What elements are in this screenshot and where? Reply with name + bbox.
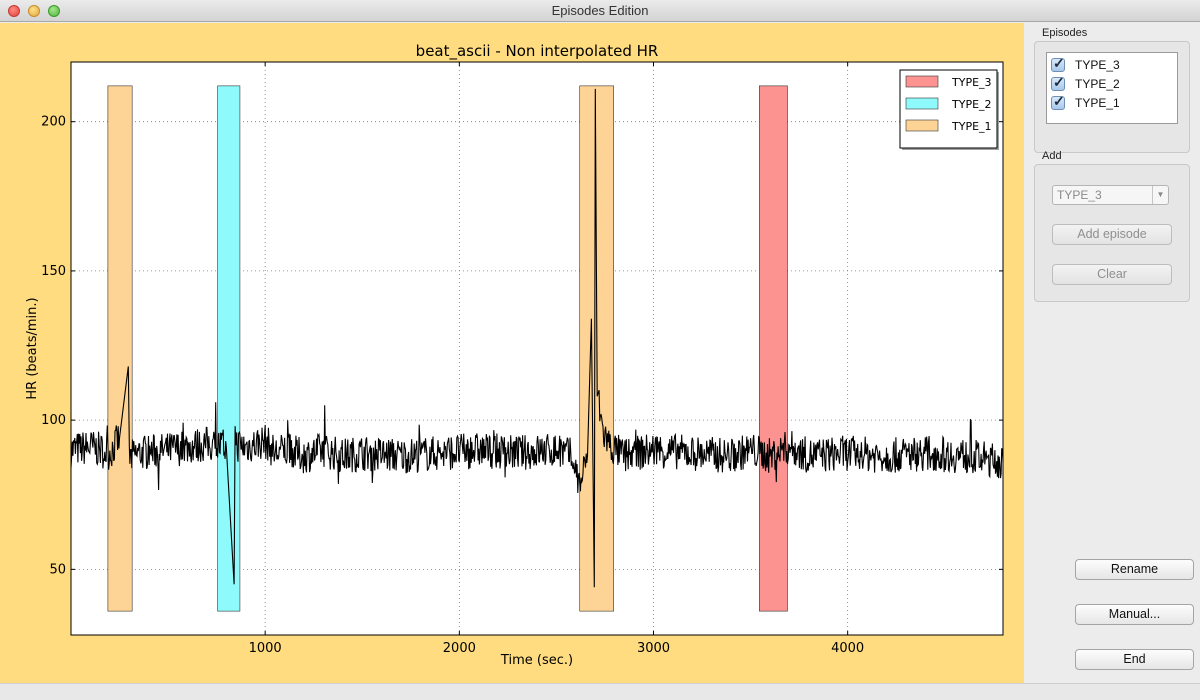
x-axis-label: Time (sec.) <box>500 653 573 668</box>
side-panel: Episodes ✓ TYPE_3 ✓ TYPE_2 ✓ TYPE_1 Add … <box>1024 23 1200 683</box>
add-episode-button[interactable]: Add episode <box>1052 224 1172 245</box>
legend-swatch-type_2 <box>905 97 939 110</box>
y-tick-label: 200 <box>41 115 66 130</box>
legend-label-type_3: TYPE_3 <box>951 76 992 89</box>
episodes-groupbox: ✓ TYPE_3 ✓ TYPE_2 ✓ TYPE_1 <box>1034 41 1190 153</box>
episode-band-type_1 <box>107 85 133 612</box>
episode-item-label: TYPE_1 <box>1075 96 1120 110</box>
episodes-group-label: Episodes <box>1042 27 1088 39</box>
hr-series-line <box>70 88 1004 588</box>
clear-button[interactable]: Clear <box>1052 264 1172 285</box>
legend-swatch-type_3 <box>905 75 939 88</box>
hr-chart[interactable]: 1000 2000 3000 4000 50 100 150 200 beat_ascii - … <box>0 23 1024 683</box>
x-tick-label: 4000 <box>831 641 864 656</box>
plot-background <box>71 62 1003 635</box>
axes-frame <box>70 61 1004 636</box>
episode-band-type_2 <box>217 85 241 612</box>
chevron-down-icon: ▼ <box>1152 186 1168 204</box>
episodes-list[interactable]: ✓ TYPE_3 ✓ TYPE_2 ✓ TYPE_1 <box>1046 52 1178 124</box>
x-tick-label: 2000 <box>443 641 476 656</box>
chart-title: beat_ascii - Non interpolated HR <box>416 42 659 61</box>
y-tick-label: 150 <box>41 264 66 279</box>
x-tick-label: 1000 <box>249 641 282 656</box>
episode-type-select-value: TYPE_3 <box>1057 188 1102 202</box>
rename-button[interactable]: Rename <box>1075 559 1194 580</box>
y-tick-label: 50 <box>49 562 66 577</box>
status-bar <box>0 683 1200 700</box>
checkmark-icon: ✓ <box>1053 74 1065 90</box>
legend-label-type_2: TYPE_2 <box>951 98 992 111</box>
minimize-window-button[interactable] <box>28 5 40 17</box>
y-axis-label: HR (beats/min.) <box>25 297 40 399</box>
episode-type2-checkbox[interactable]: ✓ <box>1051 74 1065 91</box>
episode-item-label: TYPE_3 <box>1075 58 1120 72</box>
zoom-window-button[interactable] <box>48 5 60 17</box>
episode-item-type3[interactable]: ✓ TYPE_3 <box>1051 55 1120 74</box>
manual-button[interactable]: Manual... <box>1075 604 1194 625</box>
episode-band-type_3 <box>759 85 788 612</box>
add-groupbox: TYPE_3 ▼ Add episode Clear <box>1034 164 1190 302</box>
legend-label-type_1: TYPE_1 <box>951 120 992 133</box>
window-title: Episodes Edition <box>551 3 649 18</box>
episode-type1-checkbox[interactable]: ✓ <box>1051 93 1065 110</box>
episode-type3-checkbox[interactable]: ✓ <box>1051 55 1065 72</box>
episode-type-select[interactable]: TYPE_3 ▼ <box>1052 185 1169 205</box>
y-tick-label: 100 <box>41 413 66 428</box>
checkmark-icon: ✓ <box>1053 93 1065 109</box>
legend-swatch-type_1 <box>905 119 939 132</box>
add-group-label: Add <box>1042 150 1062 162</box>
plot-panel: 1000 2000 3000 4000 50 100 150 200 beat_ascii - … <box>0 23 1024 683</box>
episode-item-type2[interactable]: ✓ TYPE_2 <box>1051 74 1120 93</box>
close-window-button[interactable] <box>8 5 20 17</box>
end-button[interactable]: End <box>1075 649 1194 670</box>
window-titlebar: Episodes Edition <box>0 0 1200 22</box>
episode-item-label: TYPE_2 <box>1075 77 1120 91</box>
x-tick-label: 3000 <box>637 641 670 656</box>
episode-item-type1[interactable]: ✓ TYPE_1 <box>1051 93 1120 112</box>
checkmark-icon: ✓ <box>1053 55 1065 71</box>
